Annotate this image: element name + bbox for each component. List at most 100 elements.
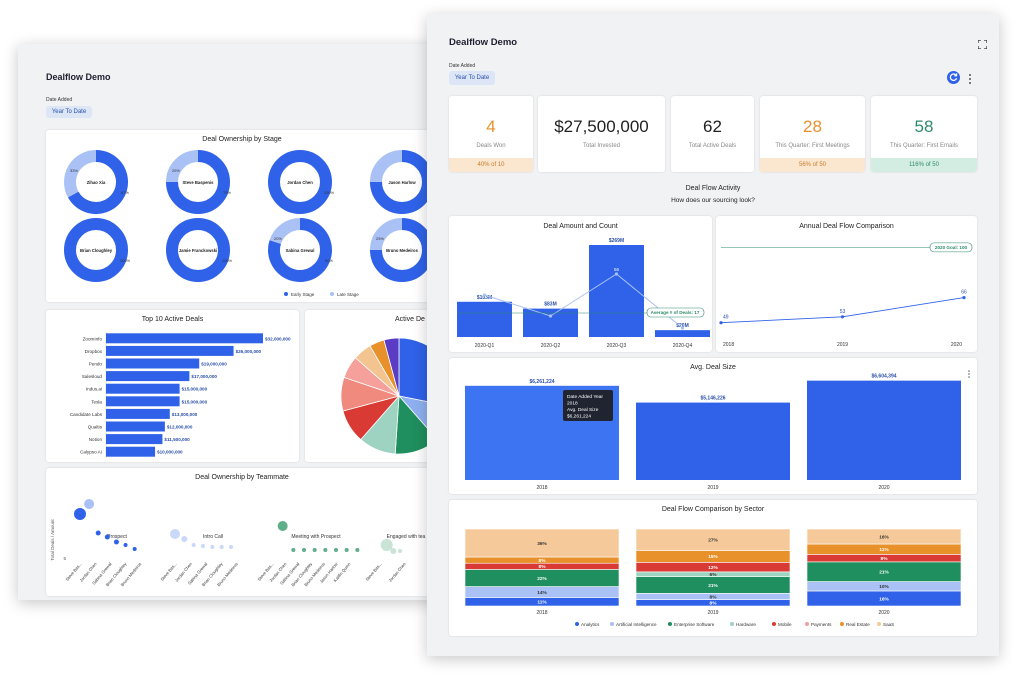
annual-value-label: 53 bbox=[840, 309, 846, 315]
top10-bar bbox=[106, 434, 163, 445]
ownership-by-stage-card: Deal Ownership by Stage Zihao Xia 67% 33% S… bbox=[46, 130, 438, 302]
kpi-deals-won[interactable]: 4 Deals Won 40% of 10 bbox=[449, 96, 533, 172]
sector-legend-swatch bbox=[610, 622, 614, 626]
avg-deal-value-label: $5,146,226 bbox=[700, 396, 725, 402]
donut-early-ring bbox=[166, 218, 230, 282]
top10-company-label: Salesloud bbox=[82, 374, 103, 379]
sector-legend-swatch bbox=[877, 622, 881, 626]
teammate-bubble bbox=[181, 536, 188, 542]
sector-segment bbox=[635, 528, 791, 551]
teammate-bubble-chart: Total Deals / Amount50ProspectSteve Bas.… bbox=[50, 499, 426, 587]
donut-early-label: 67% bbox=[121, 190, 129, 195]
top10-company-label: Tesla bbox=[91, 399, 102, 404]
kpi-footer bbox=[538, 158, 665, 172]
donut-late-arc bbox=[370, 218, 403, 251]
donut-early-arc bbox=[268, 218, 332, 282]
kpi-first-emails[interactable]: 58 This Quarter: First Emails 116% of 50 bbox=[871, 96, 977, 172]
teammate-bubble bbox=[104, 534, 110, 540]
sector-segment-label: 10% bbox=[879, 584, 889, 590]
ownership-by-teammate-title: Deal Ownership by Teammate bbox=[195, 474, 289, 481]
teammate-bubble bbox=[132, 547, 137, 551]
teammate-y-tick: 5 bbox=[63, 556, 66, 561]
sector-legend-label: Hardware bbox=[736, 622, 756, 627]
teammate-bubble bbox=[170, 529, 180, 539]
sector-segment-label: 16% bbox=[879, 596, 889, 602]
sector-legend-swatch bbox=[772, 622, 776, 626]
donut-late-label: 20% bbox=[274, 236, 282, 241]
donut-early-arc bbox=[370, 150, 434, 214]
avg-deal-size-card: Avg. Deal Size $6,261,224 2018 $5,146,226 2… bbox=[449, 358, 977, 494]
teammate-bubble bbox=[229, 545, 233, 549]
avg-deal-size-title: Avg. Deal Size bbox=[690, 364, 736, 371]
top10-bar bbox=[106, 408, 170, 419]
amount-category-label: 2020-Q3 bbox=[607, 343, 627, 349]
top10-company-label: Notion bbox=[89, 437, 103, 442]
teammate-bubble bbox=[210, 545, 215, 549]
avg-deal-more-icon[interactable] bbox=[967, 365, 971, 378]
teammate-name-label: Jordan Chen bbox=[388, 561, 408, 583]
donut-early-label: 100% bbox=[324, 190, 335, 195]
amount-bar-label: $83M bbox=[544, 302, 557, 308]
annual-point bbox=[719, 321, 723, 325]
kpi-value: 62 bbox=[703, 117, 722, 136]
annual-value-label: 49 bbox=[723, 315, 729, 321]
teammate-bubble bbox=[380, 539, 393, 551]
sector-segment-label: 16% bbox=[879, 534, 889, 540]
teammate-bubble bbox=[302, 548, 306, 552]
donut-early-arc bbox=[166, 150, 230, 214]
top10-company-label: ZoomInfo bbox=[83, 336, 103, 341]
top10-value-label: $10,000,000 bbox=[157, 450, 183, 455]
kpi-label: Total Active Deals bbox=[688, 143, 737, 149]
top10-company-label: Calypso AI bbox=[80, 450, 102, 455]
avg-deal-year-label: 2019 bbox=[707, 485, 718, 491]
top10-card: Top 10 Active Deals ZoomInfo $32,000,000 D… bbox=[46, 310, 299, 462]
amount-bar bbox=[457, 301, 512, 337]
donut-owner-name: Bruno Medeiros bbox=[386, 248, 419, 253]
top10-company-label: Candidate Labs bbox=[70, 412, 103, 417]
sector-legend-label: Payments bbox=[811, 622, 832, 627]
kpi-label: Total Invested bbox=[582, 143, 621, 149]
teammate-bubble bbox=[201, 544, 205, 548]
legend-late-label: Late Stage bbox=[337, 292, 359, 297]
top10-bar bbox=[106, 345, 234, 356]
average-label-box bbox=[646, 307, 705, 318]
kpi-total-active-deals[interactable]: 62 Total Active Deals bbox=[671, 96, 754, 172]
annual-point bbox=[962, 296, 966, 300]
donut-late-label: 33% bbox=[70, 168, 78, 173]
avg-deal-tooltip-line: Date Added Year bbox=[567, 394, 603, 400]
back-date-filter-chip[interactable]: Year To Date bbox=[46, 106, 92, 118]
avg-deal-value-label: $6,604,394 bbox=[871, 374, 896, 380]
sector-segment-label: 8% bbox=[710, 594, 718, 600]
front-dashboard-window: Dealflow Demo Date Added Year To Date 4 … bbox=[427, 14, 999, 656]
kpi-value: 28 bbox=[803, 117, 822, 136]
kpi-first-meetings[interactable]: 28 This Quarter: First Meetings 56% of 5… bbox=[760, 96, 865, 172]
sector-segment bbox=[464, 528, 620, 558]
goal-label: 2020 Goal: 100 bbox=[935, 245, 968, 250]
more-options-icon[interactable] bbox=[967, 72, 973, 84]
kpi-footer: 40% of 10 bbox=[449, 158, 533, 172]
kpi-value: 4 bbox=[486, 117, 496, 136]
amount-category-label: 2020-Q1 bbox=[475, 343, 495, 349]
donut-early-ring bbox=[268, 150, 332, 214]
teammate-panel-title: Meeting with Prospect bbox=[291, 534, 341, 540]
back-dashboard-window: Dealflow Demo Date Added Year To Date De… bbox=[18, 44, 438, 600]
teammate-bubble bbox=[113, 539, 119, 545]
top10-value-label: $11,500,000 bbox=[164, 437, 190, 442]
expand-icon[interactable] bbox=[977, 36, 988, 50]
deal-amount-count-title: Deal Amount and Count bbox=[543, 223, 618, 230]
top10-value-label: $19,000,000 bbox=[201, 362, 227, 367]
top10-bar bbox=[106, 371, 190, 382]
donut-early-ring bbox=[64, 218, 128, 282]
sector-legend-label: Enterprise Software bbox=[674, 622, 715, 627]
refresh-icon[interactable] bbox=[947, 71, 960, 84]
date-filter-chip[interactable]: Year To Date bbox=[449, 71, 495, 85]
teammate-bubble bbox=[355, 548, 360, 552]
avg-deal-tooltip bbox=[563, 390, 613, 421]
back-date-label: Date Added bbox=[46, 97, 73, 103]
sector-segment-label: 21% bbox=[879, 570, 889, 576]
active-deals-pie-title: Active De bbox=[395, 316, 425, 323]
top10-bar bbox=[106, 396, 180, 407]
kpi-total-invested[interactable]: $27,500,000 Total Invested bbox=[538, 96, 665, 172]
legend-early-swatch bbox=[284, 292, 288, 296]
sector-legend-swatch bbox=[840, 622, 844, 626]
